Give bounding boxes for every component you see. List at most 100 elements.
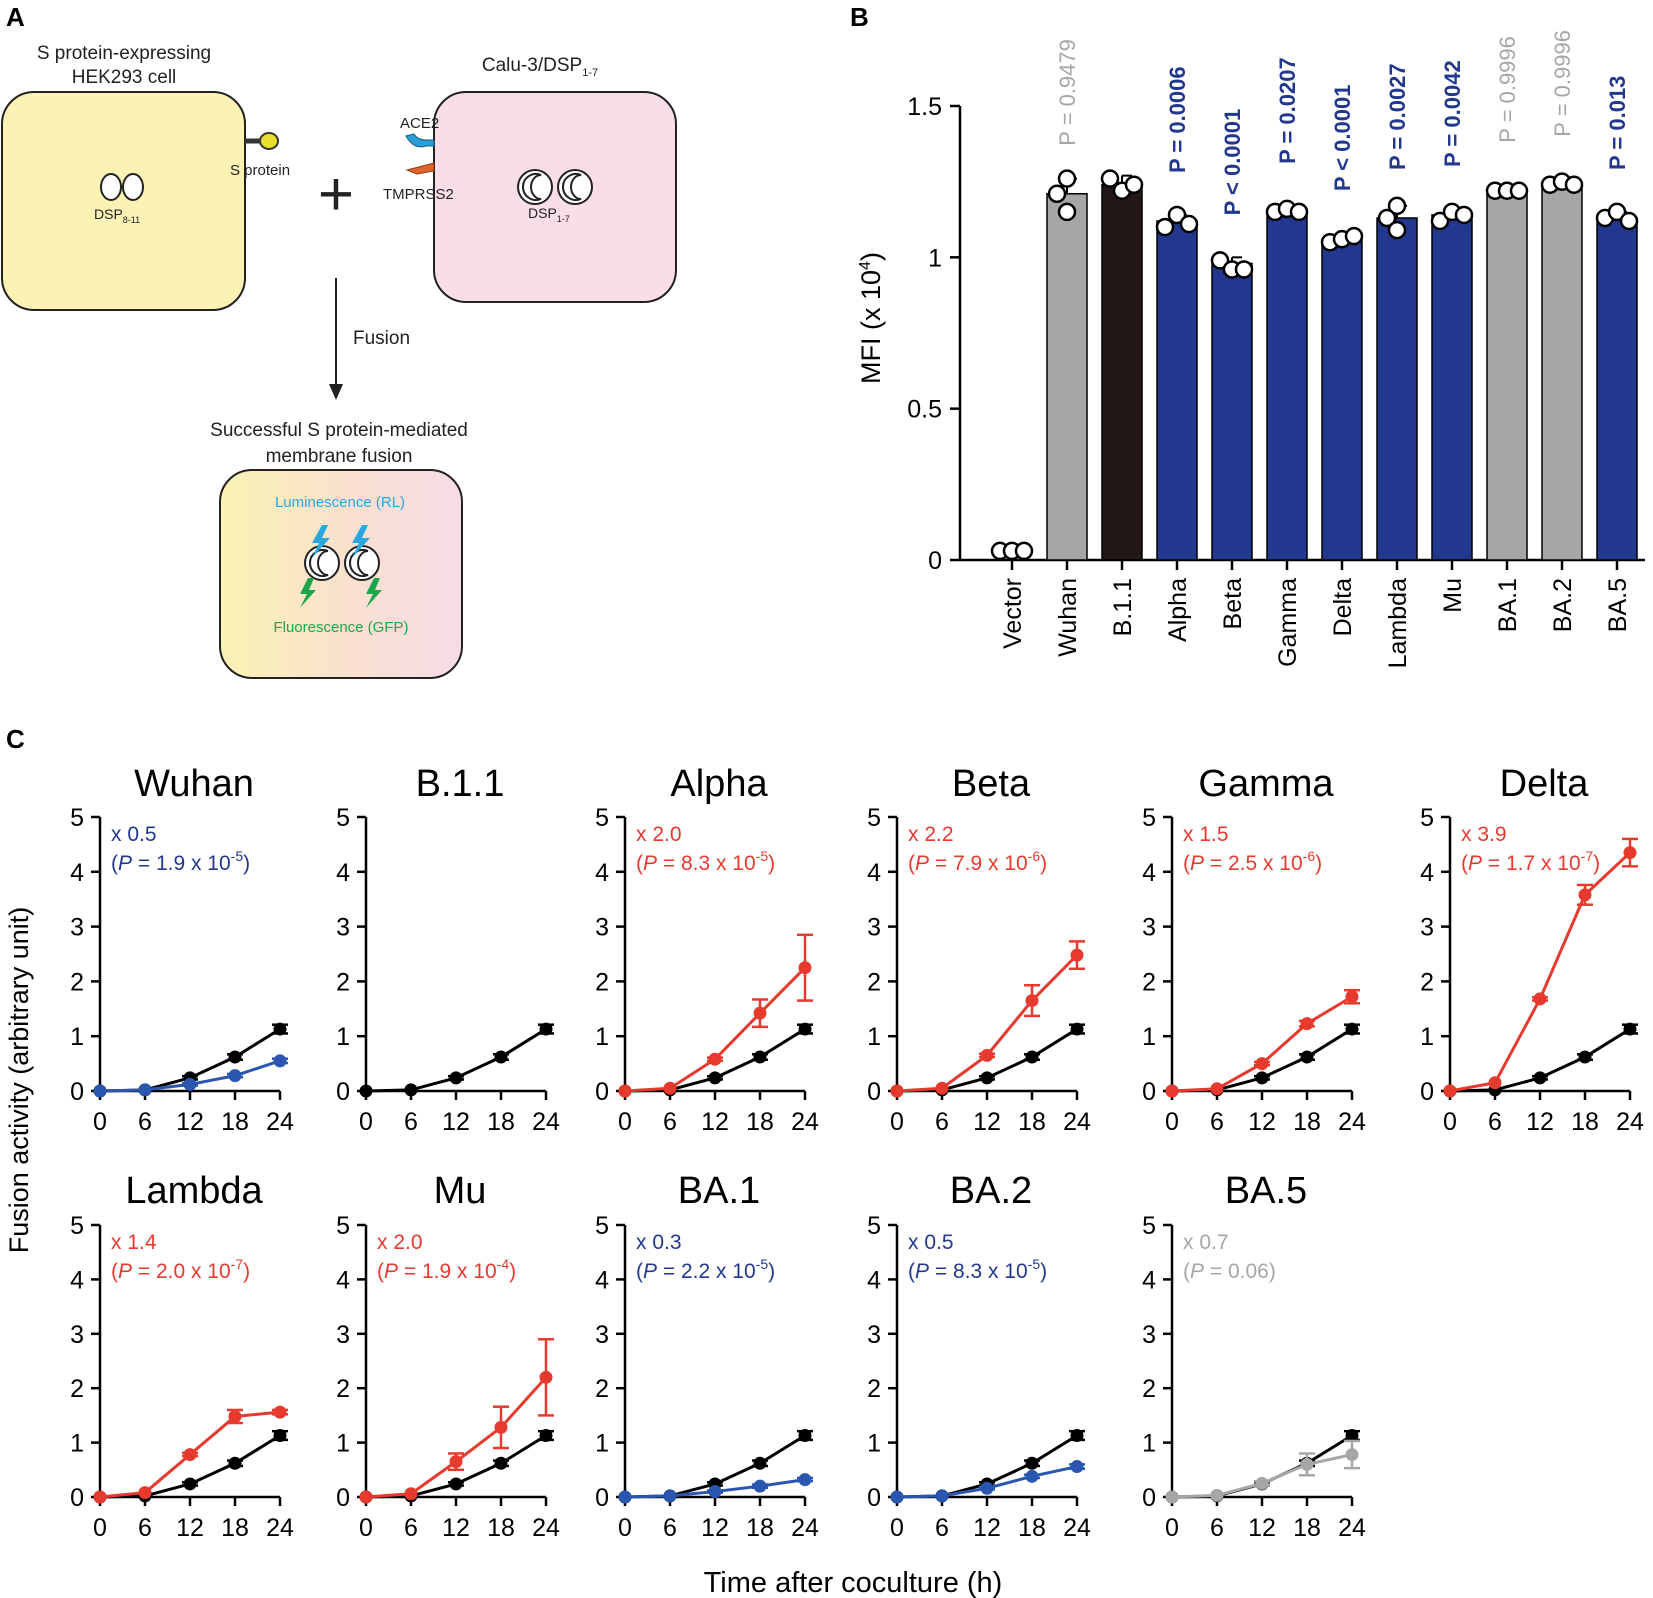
- line-x-tick-label: 24: [532, 1108, 560, 1136]
- bar-mu: [1431, 214, 1473, 561]
- line-chart-xlabel: Time after coculture (h): [704, 1567, 1003, 1598]
- plus-sign: +: [318, 160, 354, 229]
- line-y-tick-label: 5: [1142, 804, 1156, 832]
- line-y-tick-label: 5: [336, 804, 350, 832]
- bar-pvalue-label: P < 0.0001: [1220, 109, 1245, 216]
- line-y-tick-label: 0: [336, 1078, 350, 1106]
- line-y-tick-label: 5: [70, 804, 84, 832]
- line-x-tick-label: 24: [1338, 1514, 1366, 1542]
- line-x-tick-label: 18: [1571, 1108, 1599, 1136]
- line-y-tick-label: 4: [595, 859, 609, 887]
- line-x-tick-label: 6: [663, 1514, 677, 1542]
- line-x-tick-label: 0: [618, 1514, 632, 1542]
- line-y-tick-label: 4: [336, 1266, 350, 1294]
- bar-category-label: Gamma: [1274, 578, 1302, 667]
- line-x-tick-label: 6: [1210, 1514, 1224, 1542]
- line-y-tick-label: 5: [336, 1212, 350, 1240]
- line-x-tick-label: 18: [1018, 1108, 1046, 1136]
- bar-y-tick-label: 0: [928, 547, 942, 575]
- line-y-tick-label: 3: [1142, 1321, 1156, 1349]
- line-x-tick-label: 24: [791, 1108, 819, 1136]
- line-y-tick-label: 4: [1420, 859, 1434, 887]
- line-x-tick-label: 18: [221, 1108, 249, 1136]
- line-y-tick-label: 3: [70, 914, 84, 942]
- line-panel-title: Alpha: [670, 763, 768, 805]
- variant-series-point: [753, 1479, 767, 1493]
- reference-series-point: [494, 1050, 508, 1064]
- bar-category-label: Lambda: [1384, 578, 1412, 668]
- variant-series-point: [1070, 948, 1084, 962]
- line-x-tick-label: 18: [746, 1514, 774, 1542]
- line-y-tick-label: 5: [595, 1212, 609, 1240]
- line-y-tick-label: 2: [1142, 1375, 1156, 1403]
- line-y-tick-label: 2: [867, 968, 881, 996]
- dsp8-11-organelle: [100, 173, 122, 201]
- line-fold-change-label: x 1.5: [1183, 823, 1229, 846]
- line-y-tick-label: 5: [1420, 804, 1434, 832]
- line-y-tick-label: 1: [336, 1430, 350, 1458]
- bar-data-point: [1387, 220, 1407, 240]
- line-y-tick-label: 2: [70, 968, 84, 996]
- bar-data-point: [1167, 205, 1187, 225]
- line-x-tick-label: 6: [935, 1108, 949, 1136]
- fluorescence-bolt-icon: [366, 578, 382, 608]
- variant-series-point: [1165, 1490, 1179, 1504]
- reference-series-point: [708, 1071, 722, 1085]
- line-y-tick-label: 1: [70, 1430, 84, 1458]
- left-cell-title-line1: S protein-expressing: [37, 43, 211, 64]
- bar-data-point: [1619, 211, 1639, 231]
- variant-series-point: [93, 1084, 107, 1098]
- line-fold-change-label: x 2.2: [908, 823, 954, 846]
- reference-series-point: [798, 1022, 812, 1036]
- line-y-tick-label: 4: [595, 1266, 609, 1294]
- line-y-tick-label: 0: [1142, 1078, 1156, 1106]
- bar-y-tick-label: 1.5: [907, 93, 942, 121]
- line-panel-title: Wuhan: [134, 763, 254, 805]
- variant-series-point: [1300, 1457, 1314, 1471]
- line-panel-title: BA.1: [678, 1170, 760, 1212]
- reconstituted-dsp-icon: [304, 545, 340, 581]
- line-x-tick-label: 18: [1293, 1108, 1321, 1136]
- line-x-tick-label: 0: [1165, 1108, 1179, 1136]
- bar-data-point: [1179, 214, 1199, 234]
- line-y-tick-label: 0: [1142, 1484, 1156, 1512]
- reference-series-point: [449, 1071, 463, 1085]
- line-y-tick-label: 2: [70, 1375, 84, 1403]
- line-y-tick-label: 3: [1142, 914, 1156, 942]
- bar-data-point: [1454, 205, 1474, 225]
- tmprss2-label: TMPRSS2: [383, 186, 454, 203]
- bar-category-label: Delta: [1329, 578, 1357, 636]
- line-y-tick-label: 3: [595, 914, 609, 942]
- variant-series-point: [273, 1054, 287, 1068]
- variant-series-point: [449, 1455, 463, 1469]
- line-fold-change-label: x 1.4: [111, 1231, 157, 1254]
- bar-data-point: [1509, 181, 1529, 200]
- line-panel-title: Beta: [952, 763, 1031, 805]
- reference-series-point: [1578, 1050, 1592, 1064]
- line-y-tick-label: 4: [70, 859, 84, 887]
- bar-data-point: [1234, 260, 1254, 279]
- calu3-cell: [433, 91, 677, 303]
- variant-series-point: [1488, 1076, 1502, 1090]
- line-fold-change-label: x 0.7: [1183, 1231, 1229, 1254]
- reference-series-point: [539, 1022, 553, 1036]
- line-y-tick-label: 0: [1420, 1078, 1434, 1106]
- variant-series-point: [1165, 1084, 1179, 1098]
- variant-series-point: [1025, 994, 1039, 1008]
- reference-series-point: [1255, 1071, 1269, 1085]
- result-title-line1: Successful S protein-mediated: [210, 420, 468, 441]
- line-panel-title: BA.5: [1225, 1170, 1307, 1212]
- line-y-tick-label: 3: [867, 1321, 881, 1349]
- line-y-tick-label: 5: [1142, 1212, 1156, 1240]
- variant-series-point: [980, 1481, 994, 1495]
- line-y-tick-label: 2: [595, 1375, 609, 1403]
- tmprss2-icon: [405, 162, 435, 175]
- line-y-tick-label: 5: [867, 1212, 881, 1240]
- variant-series-point: [663, 1081, 677, 1095]
